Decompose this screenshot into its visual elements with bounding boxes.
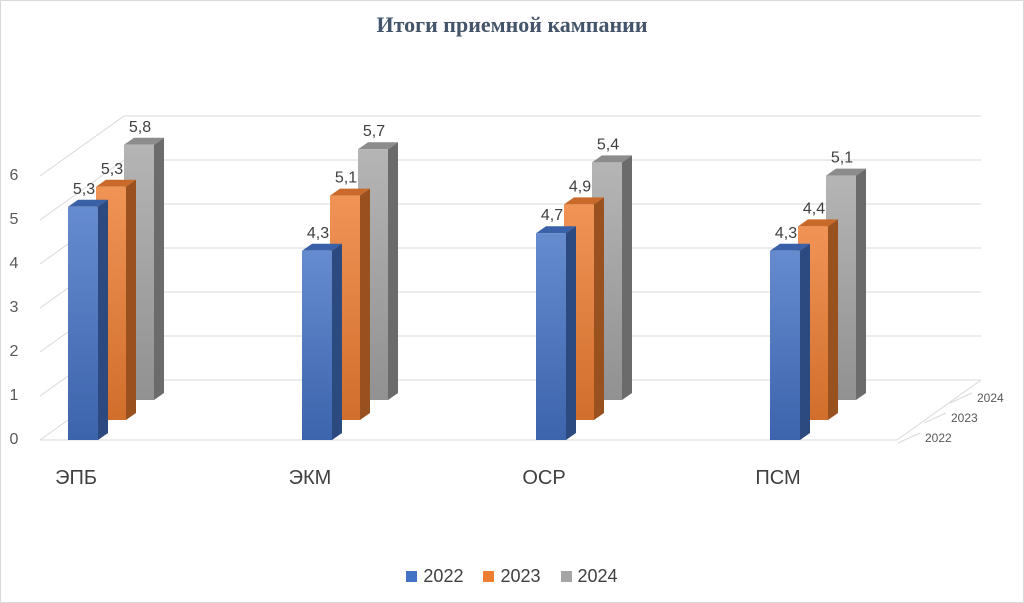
- depth-axis-tick: [897, 432, 921, 444]
- category-label: ОСР: [522, 467, 565, 489]
- data-label: 5,8: [129, 119, 151, 136]
- category-label: ЭПБ: [55, 467, 97, 489]
- floor-edge: [896, 379, 982, 441]
- data-label: 5,1: [831, 150, 853, 167]
- legend-item: 2022: [406, 566, 463, 587]
- category-label: ЭКМ: [289, 467, 332, 489]
- depth-axis-label: 2022: [925, 431, 952, 445]
- bar-top: [770, 243, 810, 251]
- bar-side: [332, 243, 342, 440]
- bar-side: [98, 199, 108, 440]
- bar: [536, 233, 566, 440]
- bar: [302, 250, 332, 440]
- bar-side: [800, 243, 810, 440]
- depth-axis-tick: [949, 392, 973, 404]
- chart-title: Итоги приемной кампании: [376, 12, 648, 37]
- bar-top: [592, 155, 632, 163]
- legend-swatch: [406, 571, 418, 582]
- data-label: 4,7: [541, 207, 563, 224]
- legend-label: 2022: [423, 566, 464, 586]
- bar-top: [96, 179, 136, 187]
- bar-side: [126, 179, 136, 420]
- bar-side: [622, 155, 632, 400]
- bar-top: [536, 226, 576, 234]
- depth-axis-label: 2024: [977, 391, 1004, 405]
- legend-swatch: [560, 571, 572, 582]
- y-tick-label: 1: [10, 387, 19, 404]
- legend: 2022 2023 2024: [0, 566, 1024, 587]
- depth-axis-label: 2023: [951, 411, 978, 425]
- bar-side: [566, 226, 576, 440]
- y-tick-label: 2: [10, 343, 19, 360]
- category-label: ПСМ: [755, 467, 800, 489]
- bar-side: [828, 219, 838, 420]
- bar: [770, 250, 800, 440]
- y-tick-label: 5: [10, 211, 19, 228]
- legend-label: 2024: [577, 566, 618, 586]
- bar-top: [826, 168, 866, 176]
- bar-top: [358, 142, 398, 150]
- bar-side: [594, 197, 604, 420]
- legend-swatch: [483, 571, 495, 582]
- bar-top: [68, 199, 108, 207]
- legend-item: 2024: [560, 566, 618, 587]
- bar-top: [124, 137, 164, 145]
- bar-side: [388, 142, 398, 400]
- data-label: 5,3: [73, 181, 95, 198]
- bar-top: [798, 219, 838, 227]
- bar-side: [856, 168, 866, 400]
- depth-axis-tick: [923, 412, 947, 424]
- bar-top: [564, 197, 604, 205]
- y-tick-label: 6: [10, 167, 19, 184]
- legend-label: 2023: [500, 566, 541, 586]
- bar-top: [330, 188, 370, 196]
- data-label: 4,3: [307, 225, 329, 242]
- bar-top: [302, 243, 342, 251]
- bar-side: [154, 137, 164, 401]
- data-label: 5,4: [597, 136, 619, 153]
- bar: [68, 206, 98, 440]
- data-label: 4,3: [775, 225, 797, 242]
- data-label: 4,4: [803, 200, 825, 217]
- legend-item: 2023: [483, 566, 541, 587]
- bar-side: [360, 188, 370, 420]
- gridline: [39, 115, 981, 177]
- y-tick-label: 0: [10, 431, 19, 448]
- y-tick-label: 3: [10, 299, 19, 316]
- data-label: 4,9: [569, 178, 591, 195]
- data-label: 5,3: [101, 161, 123, 178]
- data-label: 5,1: [335, 170, 357, 187]
- y-tick-label: 4: [10, 255, 19, 272]
- data-label: 5,7: [363, 123, 385, 140]
